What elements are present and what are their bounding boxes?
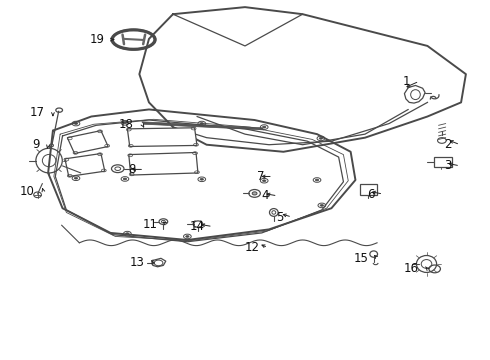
Ellipse shape	[123, 178, 126, 180]
Text: 3: 3	[444, 159, 451, 172]
Ellipse shape	[123, 122, 126, 124]
Text: 15: 15	[354, 252, 369, 265]
Ellipse shape	[320, 204, 323, 206]
Ellipse shape	[186, 235, 189, 237]
Text: 2: 2	[444, 138, 451, 151]
Text: 7: 7	[257, 170, 264, 183]
Polygon shape	[67, 131, 108, 154]
Text: 10: 10	[20, 185, 35, 198]
Ellipse shape	[200, 179, 203, 180]
Text: 19: 19	[90, 33, 105, 46]
FancyBboxPatch shape	[434, 157, 452, 167]
Text: 5: 5	[276, 211, 283, 224]
Text: 12: 12	[245, 241, 259, 254]
Text: 8: 8	[128, 163, 136, 176]
Ellipse shape	[74, 177, 77, 179]
FancyBboxPatch shape	[360, 184, 377, 195]
Ellipse shape	[252, 192, 257, 195]
Text: 4: 4	[262, 189, 269, 202]
Ellipse shape	[263, 126, 266, 128]
Text: 18: 18	[119, 118, 134, 131]
Text: 9: 9	[32, 138, 40, 151]
Ellipse shape	[200, 123, 203, 125]
Ellipse shape	[74, 123, 77, 125]
Polygon shape	[65, 154, 105, 176]
Polygon shape	[142, 122, 264, 130]
Text: 14: 14	[189, 220, 204, 233]
Text: 6: 6	[367, 188, 375, 201]
Ellipse shape	[319, 138, 322, 139]
Text: 17: 17	[29, 106, 44, 119]
Polygon shape	[127, 128, 197, 147]
Text: 11: 11	[143, 217, 158, 231]
Ellipse shape	[263, 180, 266, 181]
Text: 13: 13	[129, 256, 144, 269]
Ellipse shape	[125, 233, 129, 234]
Polygon shape	[129, 153, 198, 175]
Ellipse shape	[316, 179, 318, 181]
Text: 16: 16	[404, 262, 419, 275]
Text: 1: 1	[403, 75, 411, 88]
